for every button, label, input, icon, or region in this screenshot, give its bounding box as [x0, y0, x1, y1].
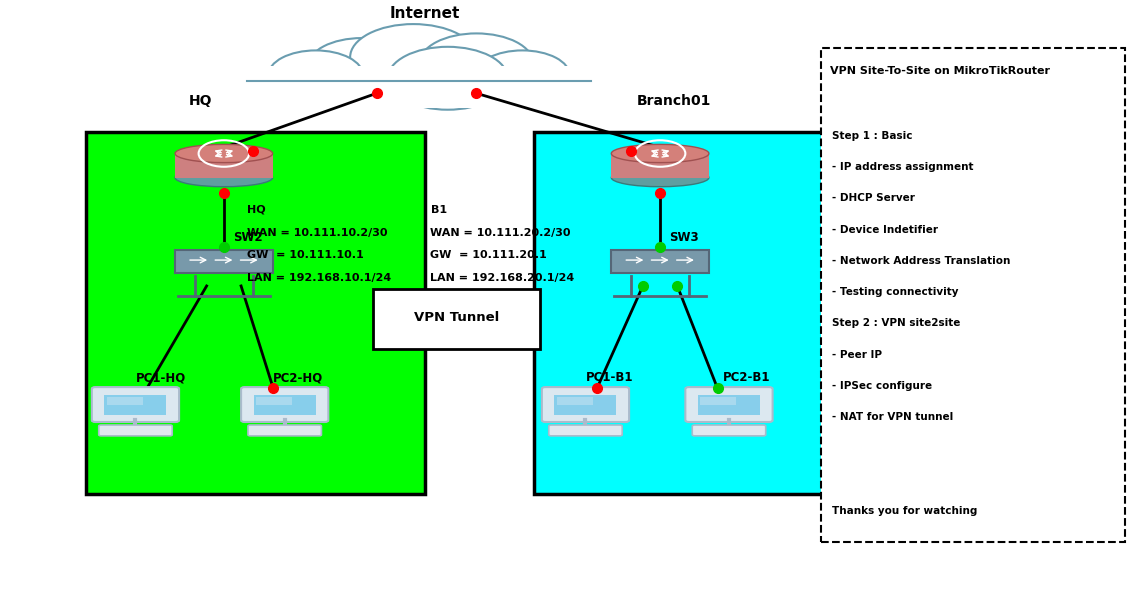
- Text: VPN Site-To-Site on MikroTikRouter: VPN Site-To-Site on MikroTikRouter: [830, 66, 1050, 76]
- Text: Thanks you for watching: Thanks you for watching: [832, 506, 978, 517]
- Circle shape: [308, 38, 416, 95]
- Ellipse shape: [174, 144, 273, 163]
- Text: Step 1 : Basic: Step 1 : Basic: [832, 131, 913, 141]
- Text: WAN = 10.111.10.2/30: WAN = 10.111.10.2/30: [247, 228, 387, 238]
- FancyBboxPatch shape: [248, 425, 321, 436]
- Text: - IP address assignment: - IP address assignment: [832, 162, 974, 172]
- Text: LAN = 192.168.20.1/24: LAN = 192.168.20.1/24: [430, 273, 575, 284]
- FancyBboxPatch shape: [174, 154, 273, 178]
- Text: PC1-HQ: PC1-HQ: [135, 371, 186, 384]
- FancyBboxPatch shape: [685, 387, 773, 422]
- Text: WAN = 10.111.20.2/30: WAN = 10.111.20.2/30: [430, 228, 571, 238]
- Text: - NAT for VPN tunnel: - NAT for VPN tunnel: [832, 412, 954, 423]
- FancyBboxPatch shape: [99, 425, 172, 436]
- FancyBboxPatch shape: [542, 387, 629, 422]
- FancyBboxPatch shape: [549, 425, 622, 436]
- FancyBboxPatch shape: [92, 387, 179, 422]
- Text: VPN Tunnel: VPN Tunnel: [414, 311, 499, 324]
- Circle shape: [475, 51, 569, 100]
- FancyBboxPatch shape: [254, 395, 316, 415]
- Text: - Network Address Translation: - Network Address Translation: [832, 256, 1010, 266]
- Ellipse shape: [611, 169, 708, 187]
- FancyBboxPatch shape: [692, 425, 766, 436]
- FancyBboxPatch shape: [241, 387, 328, 422]
- Circle shape: [419, 34, 533, 93]
- FancyBboxPatch shape: [107, 397, 142, 405]
- Text: HQ: HQ: [189, 95, 212, 108]
- FancyBboxPatch shape: [247, 66, 591, 108]
- Text: Branch01: Branch01: [637, 95, 712, 108]
- FancyBboxPatch shape: [821, 48, 1125, 542]
- FancyBboxPatch shape: [373, 289, 540, 349]
- Text: - Peer IP: - Peer IP: [832, 350, 883, 360]
- Text: SW3: SW3: [669, 231, 699, 244]
- Text: - Device Indetifier: - Device Indetifier: [832, 225, 938, 235]
- Circle shape: [388, 47, 507, 110]
- FancyBboxPatch shape: [700, 397, 737, 405]
- FancyBboxPatch shape: [256, 397, 292, 405]
- Text: - DHCP Server: - DHCP Server: [832, 193, 915, 203]
- FancyBboxPatch shape: [557, 397, 592, 405]
- Text: GW  = 10.111.10.1: GW = 10.111.10.1: [247, 250, 364, 261]
- FancyBboxPatch shape: [174, 250, 273, 273]
- FancyBboxPatch shape: [86, 132, 425, 494]
- Text: LAN = 192.168.10.1/24: LAN = 192.168.10.1/24: [247, 273, 391, 284]
- FancyBboxPatch shape: [534, 132, 872, 494]
- FancyBboxPatch shape: [698, 395, 760, 415]
- Text: PC1-B1: PC1-B1: [585, 371, 633, 384]
- FancyBboxPatch shape: [554, 395, 616, 415]
- FancyBboxPatch shape: [104, 395, 166, 415]
- Text: Step 2 : VPN site2site: Step 2 : VPN site2site: [832, 318, 961, 329]
- Text: - IPSec configure: - IPSec configure: [832, 381, 932, 391]
- Text: HQ: HQ: [247, 205, 265, 215]
- Text: PC2-HQ: PC2-HQ: [273, 371, 324, 384]
- Ellipse shape: [174, 169, 273, 187]
- FancyBboxPatch shape: [611, 154, 708, 178]
- Text: - Testing connectivity: - Testing connectivity: [832, 287, 959, 297]
- FancyBboxPatch shape: [611, 250, 708, 273]
- Text: PC2-B1: PC2-B1: [723, 371, 770, 384]
- Ellipse shape: [611, 144, 708, 163]
- Circle shape: [269, 51, 363, 100]
- Text: B1: B1: [430, 205, 447, 215]
- Text: SW2: SW2: [233, 231, 263, 244]
- Text: GW  = 10.111.20.1: GW = 10.111.20.1: [430, 250, 548, 261]
- Text: Internet: Internet: [389, 6, 460, 21]
- Circle shape: [350, 24, 476, 90]
